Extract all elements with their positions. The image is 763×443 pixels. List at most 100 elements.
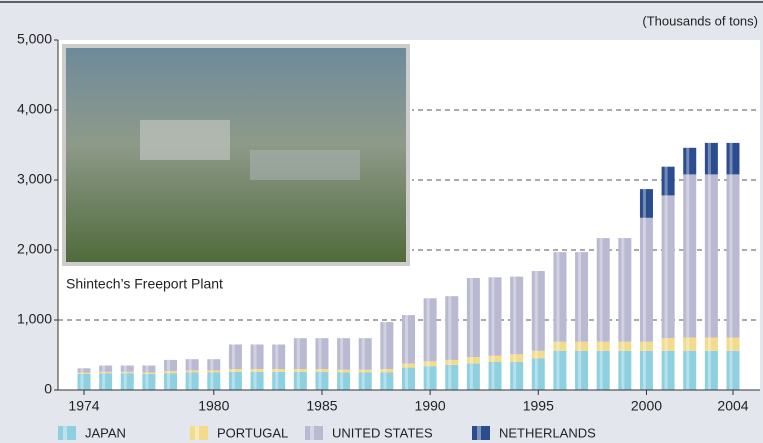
x-tick-label: 2000 bbox=[631, 398, 662, 414]
bar-segment bbox=[359, 338, 372, 370]
bar-segment bbox=[359, 373, 372, 391]
bar-segment bbox=[207, 359, 220, 370]
bar-segment bbox=[489, 356, 502, 362]
bar-segment bbox=[597, 342, 610, 351]
bar-segment bbox=[380, 322, 393, 369]
bar-segment bbox=[164, 360, 177, 371]
unit-label: (Thousands of tons) bbox=[642, 13, 758, 28]
bar-segment bbox=[164, 373, 177, 390]
bar-segment bbox=[553, 351, 566, 390]
bar-segment bbox=[272, 369, 285, 372]
bar-segment bbox=[337, 370, 350, 373]
bar-shine bbox=[578, 351, 581, 390]
bar-shine bbox=[297, 369, 300, 372]
bar-shine bbox=[254, 372, 257, 390]
bar-segment bbox=[251, 345, 264, 370]
bar-shine bbox=[145, 366, 148, 373]
bar-shine bbox=[102, 373, 105, 390]
bar-segment bbox=[445, 360, 458, 365]
bar-segment bbox=[315, 372, 328, 390]
y-tick-label: 2,000 bbox=[17, 241, 52, 257]
bar-segment bbox=[618, 238, 631, 342]
bar-shine bbox=[730, 338, 733, 351]
bar-segment bbox=[618, 351, 631, 390]
bar-shine bbox=[492, 362, 495, 390]
bar-shine bbox=[189, 359, 192, 370]
bar-segment bbox=[597, 351, 610, 390]
bar-segment bbox=[402, 368, 415, 390]
bar-shine bbox=[621, 238, 624, 342]
bar-shine bbox=[102, 366, 105, 372]
bar-segment bbox=[315, 338, 328, 369]
bar-shine bbox=[686, 174, 689, 337]
legend-swatch-shine bbox=[63, 426, 67, 440]
bar-shine bbox=[189, 370, 192, 372]
bar-shine bbox=[362, 338, 365, 370]
bar-segment bbox=[489, 362, 502, 390]
bar-segment bbox=[251, 369, 264, 372]
bar-shine bbox=[686, 338, 689, 351]
bar-shine bbox=[275, 345, 278, 370]
bar-shine bbox=[81, 368, 84, 372]
bar-shine bbox=[665, 195, 668, 338]
bar-shine bbox=[708, 174, 711, 337]
bar-segment bbox=[510, 354, 523, 362]
bar-shine bbox=[730, 351, 733, 390]
bar-shine bbox=[427, 361, 430, 366]
bar-shine bbox=[513, 277, 516, 355]
bar-shine bbox=[621, 342, 624, 351]
x-tick-label: 1995 bbox=[523, 398, 554, 414]
x-tick-label: 1980 bbox=[198, 398, 229, 414]
bar-segment bbox=[662, 167, 675, 196]
photo-caption: Shintech’s Freeport Plant bbox=[66, 276, 223, 292]
bar-shine bbox=[578, 252, 581, 342]
bar-shine bbox=[686, 351, 689, 390]
legend-label: JAPAN bbox=[85, 425, 126, 440]
bar-shine bbox=[340, 370, 343, 373]
x-tick-label: 1974 bbox=[68, 398, 99, 414]
bar-shine bbox=[297, 372, 300, 390]
bar-shine bbox=[643, 342, 646, 351]
bar-shine bbox=[730, 174, 733, 337]
x-tick-label: 2004 bbox=[717, 398, 748, 414]
y-tick-label: 4,000 bbox=[17, 101, 52, 117]
bar-shine bbox=[643, 351, 646, 390]
bar-shine bbox=[254, 345, 257, 370]
bar-shine bbox=[232, 345, 235, 370]
bar-shine bbox=[167, 373, 170, 390]
bar-segment bbox=[532, 271, 545, 351]
bar-segment bbox=[315, 369, 328, 372]
bar-segment bbox=[683, 351, 696, 390]
bar-segment bbox=[121, 372, 134, 373]
bar-segment bbox=[207, 373, 220, 391]
photo-box: Shintech’s Freeport Plant bbox=[58, 40, 412, 302]
legend-swatch-shine bbox=[195, 426, 199, 440]
bar-segment bbox=[445, 365, 458, 390]
bar-shine bbox=[232, 372, 235, 390]
bar-segment bbox=[380, 373, 393, 391]
bar-segment bbox=[467, 363, 480, 390]
bar-segment bbox=[705, 143, 718, 175]
bar-shine bbox=[556, 252, 559, 342]
legend-swatch-shine bbox=[477, 426, 481, 440]
bar-shine bbox=[232, 369, 235, 372]
bar-segment bbox=[618, 342, 631, 351]
bar-shine bbox=[427, 366, 430, 390]
bar-segment bbox=[489, 277, 502, 355]
bar-segment bbox=[727, 338, 740, 351]
bar-shine bbox=[621, 351, 624, 390]
bar-shine bbox=[600, 238, 603, 342]
bar-segment bbox=[229, 369, 242, 372]
x-tick-label: 1990 bbox=[415, 398, 446, 414]
bar-shine bbox=[405, 315, 408, 363]
bar-shine bbox=[535, 359, 538, 391]
legend-label: NETHERLANDS bbox=[499, 425, 596, 440]
bar-segment bbox=[78, 368, 91, 372]
bar-segment bbox=[142, 373, 155, 374]
bar-shine bbox=[643, 189, 646, 218]
bar-shine bbox=[730, 143, 733, 175]
bar-segment bbox=[294, 372, 307, 390]
y-tick-label: 1,000 bbox=[17, 311, 52, 327]
bar-segment bbox=[553, 342, 566, 351]
bar-shine bbox=[513, 354, 516, 362]
